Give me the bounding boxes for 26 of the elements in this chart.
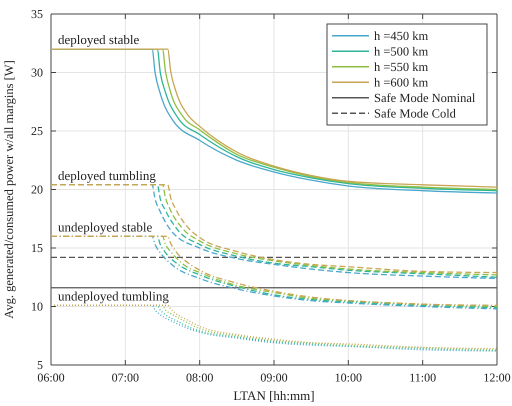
- x-tick-label: 09:00: [260, 370, 288, 385]
- annotation: undeployed tumbling: [58, 288, 170, 304]
- y-tick-label: 30: [31, 65, 43, 80]
- legend-label: Safe Mode Nominal: [374, 90, 476, 105]
- x-tick-label: 12:00: [483, 370, 511, 385]
- x-axis-title: LTAN [hh:mm]: [233, 388, 315, 403]
- y-tick-label: 20: [31, 182, 43, 196]
- x-tick-label: 06:00: [37, 370, 65, 385]
- legend-label: Safe Mode Cold: [374, 106, 457, 120]
- x-tick-label: 11:00: [409, 370, 436, 385]
- annotation: deployed stable: [58, 32, 140, 48]
- y-tick-label: 10: [31, 299, 43, 314]
- x-tick-label: 10:00: [334, 370, 362, 385]
- x-tick-label: 08:00: [186, 370, 214, 385]
- y-tick-label: 25: [31, 124, 43, 138]
- legend-label: h =600 km: [374, 75, 429, 90]
- x-tick-label: 07:00: [112, 370, 140, 385]
- legend-label: h =550 km: [374, 60, 429, 74]
- y-tick-label: 15: [31, 240, 43, 255]
- y-tick-label: 5: [37, 358, 43, 372]
- y-axis-title: Avg. generated/consumed power w/all margins [W]: [2, 60, 16, 319]
- legend-label: h =450 km: [374, 28, 429, 43]
- y-tick-label: 35: [31, 6, 43, 21]
- annotation: undeployed stable: [58, 219, 152, 234]
- annotation: deployed tumbling: [58, 168, 156, 183]
- legend-label: h =500 km: [374, 44, 429, 58]
